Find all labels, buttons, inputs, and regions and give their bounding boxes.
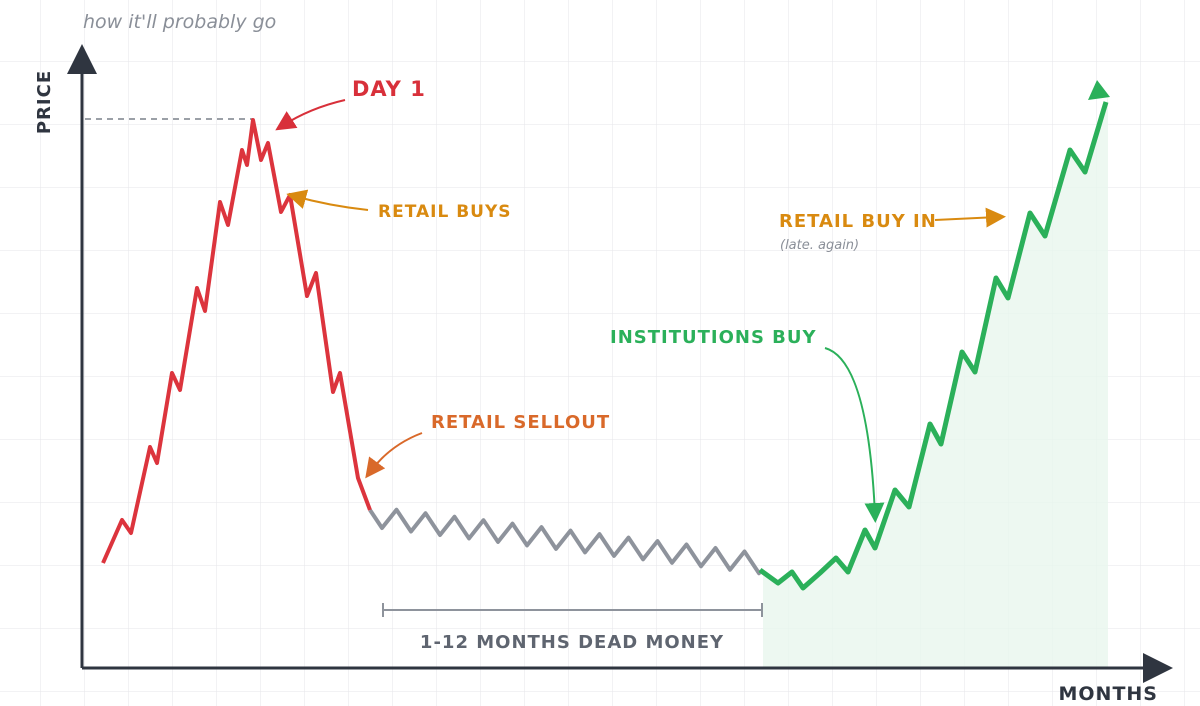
- green-line: [758, 101, 1109, 591]
- retail-buy-in-label: RETAIL BUY IN: [779, 211, 937, 232]
- retail-buys-label: RETAIL BUYS: [378, 202, 512, 222]
- x-axis-label: MONTHS: [1058, 683, 1158, 705]
- arrow: [365, 432, 423, 479]
- arrow: [934, 207, 1006, 228]
- y-axis-label: PRICE: [34, 70, 55, 134]
- green-arrowhead: [1088, 80, 1110, 100]
- institutions-buy-label: INSTITUTIONS BUY: [610, 327, 817, 348]
- day1-label: DAY 1: [352, 77, 426, 101]
- bracket: [382, 603, 763, 617]
- subtitle: how it'll probably go: [83, 11, 276, 33]
- green-area: [763, 97, 1108, 668]
- retail-buy-in-note: (late. again): [780, 238, 859, 253]
- retail-sellout-label: RETAIL SELLOUT: [431, 412, 610, 433]
- dead-money-label: 1-12 MONTHS DEAD MONEY: [420, 632, 724, 653]
- arrow: [824, 347, 885, 523]
- arrow: [275, 99, 346, 131]
- dead-money-line: [368, 507, 762, 576]
- arrow: [286, 189, 369, 211]
- red-line: [101, 118, 372, 564]
